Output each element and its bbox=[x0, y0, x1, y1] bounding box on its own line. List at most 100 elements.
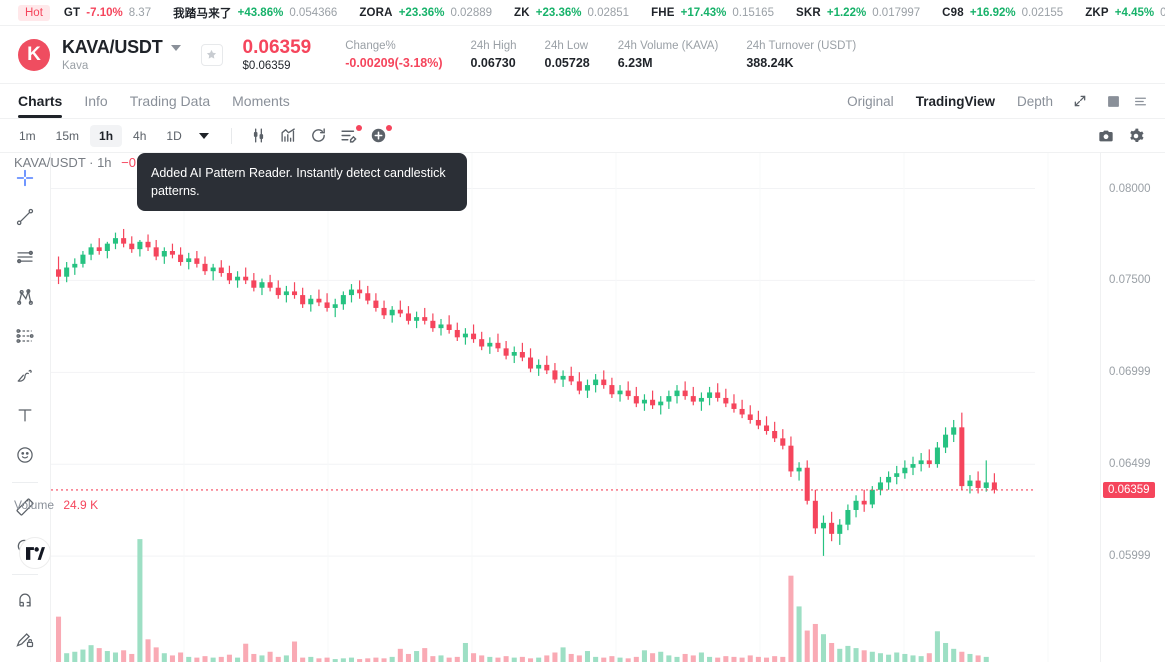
ticker-change: +4.45% bbox=[1114, 6, 1155, 19]
header-stat: 24h High 0.06730 bbox=[471, 40, 517, 70]
hot-badge: Hot bbox=[18, 4, 50, 21]
ticker-change: -7.10% bbox=[86, 6, 123, 19]
drawing-tools-rail bbox=[0, 153, 51, 662]
indicators-icon[interactable] bbox=[244, 124, 274, 148]
section-nav: Charts Info Trading Data Moments Original Tr… bbox=[0, 84, 1165, 119]
ticker-change: +1.22% bbox=[826, 6, 867, 19]
tab-moments[interactable]: Moments bbox=[232, 93, 290, 109]
ticker-price: 0.15165 bbox=[732, 6, 774, 19]
ticker-price: 0.09733 bbox=[1160, 7, 1165, 19]
add-compare-icon[interactable] bbox=[364, 124, 394, 148]
ticker-symbol: C98 bbox=[942, 6, 964, 19]
coin-name: Kava bbox=[62, 60, 89, 72]
tab-charts[interactable]: Charts bbox=[18, 84, 63, 118]
timeframe-15m[interactable]: 15m bbox=[55, 128, 80, 143]
header-stat-value: 6.23M bbox=[617, 55, 653, 70]
ticker-change: +23.36% bbox=[398, 6, 445, 19]
header-stat: Change% -0.00209(-3.18%) bbox=[345, 40, 442, 70]
ticker-item[interactable]: SKR +1.22% 0.017997 bbox=[796, 7, 920, 19]
price-axis-tick: 0.05999 bbox=[1109, 550, 1151, 563]
pitchfork-tool-icon[interactable] bbox=[8, 280, 42, 314]
ticker-item[interactable]: ZKP +4.45% 0.09733 bbox=[1085, 7, 1165, 19]
chart-toolbar: 1m 15m 1h 4h 1D bbox=[0, 119, 1165, 153]
ticker-item[interactable]: 我踏马来了 +43.86% 0.054366 bbox=[173, 5, 337, 21]
ticker-price: 8.37 bbox=[128, 6, 152, 19]
favorite-star-button[interactable] bbox=[200, 43, 223, 66]
toolbar-divider bbox=[230, 127, 232, 144]
square-glyph bbox=[1108, 95, 1119, 107]
chevron-down-icon[interactable] bbox=[170, 44, 181, 51]
price-axis[interactable]: 0.08000 0.07500 0.06999 0.06499 0.05999 0.063… bbox=[1100, 153, 1165, 662]
ticker-price: 0.02889 bbox=[450, 6, 493, 19]
timeframe-1h[interactable]: 1h bbox=[90, 124, 123, 147]
ticker-item[interactable]: ZK +23.36% 0.02851 bbox=[514, 7, 629, 19]
ticker-change: +17.43% bbox=[680, 6, 727, 19]
last-price-block: 0.06359 $0.06359 bbox=[243, 37, 312, 72]
star-icon bbox=[206, 49, 217, 59]
header-stat: 24h Volume (KAVA) 6.23M bbox=[618, 40, 719, 70]
pair-header: K KAVA/USDT Kava 0.06359 $0.06359 Change… bbox=[0, 26, 1165, 84]
volume-legend-label: Volume bbox=[14, 498, 55, 512]
chart-legend-title: KAVA/USDT · 1h bbox=[14, 155, 112, 170]
pair-selector[interactable]: KAVA/USDT Kava bbox=[62, 37, 181, 72]
ticker-price: 0.02851 bbox=[587, 6, 630, 19]
timeframe-4h[interactable]: 4h bbox=[133, 128, 147, 143]
timeframe-dropdown-icon[interactable] bbox=[198, 132, 209, 139]
volume-legend: Volume 24.9 K bbox=[14, 498, 98, 512]
plus-circle-glyph bbox=[372, 128, 386, 143]
last-price: 0.06359 bbox=[242, 37, 312, 59]
header-stat-label: 24h Turnover (USDT) bbox=[746, 39, 857, 52]
price-axis-tick: 0.06999 bbox=[1109, 366, 1151, 379]
ticker-change: +16.92% bbox=[969, 6, 1016, 19]
header-stat-label: 24h High bbox=[470, 39, 517, 52]
last-price-fiat: $0.06359 bbox=[242, 59, 291, 72]
header-stat-value: -0.00209(-3.18%) bbox=[345, 55, 443, 70]
header-stat-value: 0.05728 bbox=[544, 55, 590, 70]
refresh-icon[interactable] bbox=[304, 124, 334, 148]
candlestick-chart bbox=[51, 153, 1049, 662]
ticker-item[interactable]: C98 +16.92% 0.02155 bbox=[942, 7, 1063, 19]
emoji-tool-icon[interactable] bbox=[8, 438, 42, 472]
horizontal-lines-tool-icon[interactable] bbox=[8, 240, 42, 274]
header-stat: 24h Turnover (USDT) 388.24K bbox=[746, 40, 856, 70]
magnet-tool-icon[interactable] bbox=[8, 583, 42, 617]
ticker-item[interactable]: GT -7.10% 8.37 bbox=[64, 7, 151, 19]
ticker-change: +23.36% bbox=[535, 6, 582, 19]
ticker-change: +43.86% bbox=[237, 6, 284, 19]
header-stat: 24h Low 0.05728 bbox=[545, 40, 590, 70]
timeframe-1m[interactable]: 1m bbox=[19, 128, 36, 143]
tab-info[interactable]: Info bbox=[84, 93, 108, 109]
brush-tool-icon[interactable] bbox=[8, 359, 42, 393]
ticker-item[interactable]: FHE +17.43% 0.15165 bbox=[651, 7, 774, 19]
ticker-price: 0.02155 bbox=[1021, 6, 1064, 19]
ticker-price: 0.017997 bbox=[872, 6, 921, 19]
current-price-badge: 0.06359 bbox=[1103, 481, 1155, 498]
more-menu-icon[interactable] bbox=[1134, 95, 1147, 108]
crosshair-tool-icon[interactable] bbox=[8, 161, 42, 195]
chart-plot[interactable] bbox=[51, 153, 1100, 662]
header-stat-value: 388.24K bbox=[746, 55, 794, 70]
chart-type-icon[interactable] bbox=[274, 124, 304, 148]
measure-ruler-icon[interactable] bbox=[8, 491, 42, 525]
lock-drawings-icon[interactable] bbox=[8, 622, 42, 656]
ticker-item[interactable]: ZORA +23.36% 0.02889 bbox=[359, 7, 492, 19]
text-tool-icon[interactable] bbox=[8, 398, 42, 432]
layout-square-icon[interactable] bbox=[1107, 95, 1120, 108]
view-original[interactable]: Original bbox=[847, 93, 894, 109]
tab-trading-data[interactable]: Trading Data bbox=[129, 93, 211, 109]
fullscreen-expand-icon[interactable] bbox=[1073, 94, 1087, 108]
header-stat-label: 24h Volume (KAVA) bbox=[617, 39, 719, 52]
market-ticker-bar: Hot GT -7.10% 8.37 我踏马来了 +43.86% 0.054366 ZORA… bbox=[0, 0, 1165, 26]
view-tradingview[interactable]: TradingView bbox=[915, 93, 995, 109]
camera-icon[interactable] bbox=[1091, 124, 1121, 148]
tradingview-logo-icon[interactable] bbox=[19, 537, 51, 569]
ticker-symbol: SKR bbox=[795, 6, 821, 19]
ticker-symbol: ZORA bbox=[359, 6, 393, 19]
fib-retracement-tool-icon[interactable] bbox=[8, 319, 42, 353]
trend-line-tool-icon[interactable] bbox=[8, 201, 42, 235]
ai-pattern-icon[interactable] bbox=[334, 124, 364, 148]
ai-pattern-tooltip: Added AI Pattern Reader. Instantly detec… bbox=[137, 153, 467, 212]
timeframe-1D[interactable]: 1D bbox=[166, 128, 182, 143]
view-depth[interactable]: Depth bbox=[1016, 93, 1053, 109]
settings-gear-icon[interactable] bbox=[1121, 124, 1151, 148]
